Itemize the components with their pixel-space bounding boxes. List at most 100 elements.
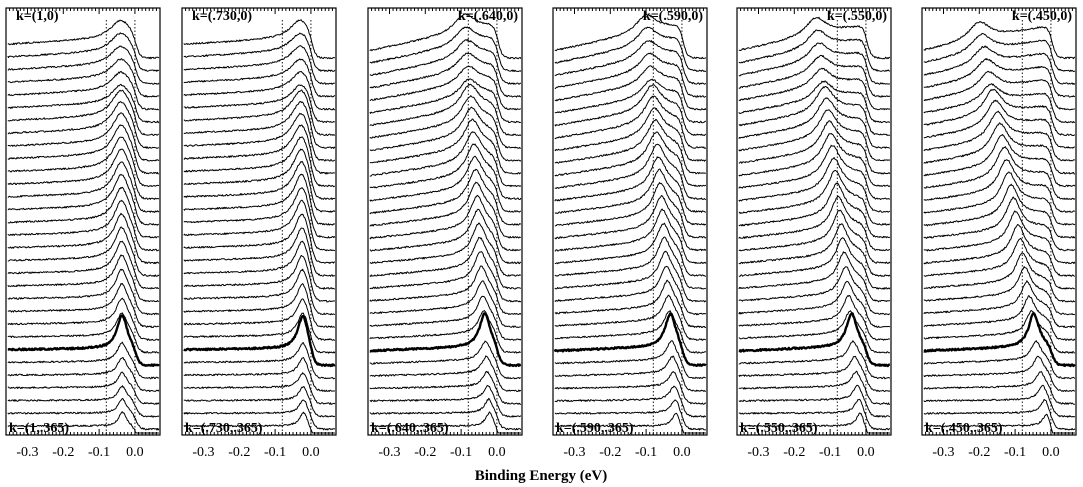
panel-frame [736,7,892,436]
edc-curve [369,397,522,431]
x-tick-label: -0.3 [563,445,585,460]
edc-curve [923,88,1076,137]
edc-curve [7,124,159,175]
x-tick-label: -0.3 [16,445,38,460]
edc-curve [923,266,1075,316]
edc-curve [554,208,707,264]
edc-curve [738,340,891,380]
edc-curve [554,40,707,85]
edc-curve [183,386,335,418]
x-tick-label: 0.0 [673,445,691,460]
edc-curve [738,370,890,405]
edc-curve [183,254,336,303]
edc-curve [369,194,521,252]
panel-frame [367,7,523,436]
edc-curve [923,224,1075,277]
panel-6: k=(.450,0) k=(.450,.365) -0.3 -0.2 -0.1 0.0 [921,7,1077,460]
edc-curve [183,84,336,123]
edc-curve [183,160,336,213]
edc-curve [554,222,706,277]
panel-4: k=(.590,0) k=(.590,.365) -0.3 -0.2 -0.1 0.0 [552,7,708,460]
edc-curve [369,295,522,341]
edc-curve [7,70,160,111]
edc-curve [7,226,160,277]
edc-curve [183,372,336,405]
panel-bottom-label: k=(.730,.365) [185,421,263,436]
edc-curve [923,171,1076,226]
edc-curve [183,199,336,252]
edc-curve [738,398,891,431]
edc-curve [738,310,890,354]
edc-curve [923,21,1076,60]
edc-curve [7,398,160,431]
edc-curve [923,146,1076,200]
x-tick-label: -0.1 [450,445,472,460]
edc-curve [554,156,706,213]
edc-curve [7,45,160,85]
edc-curve [369,168,522,226]
edc-curve [369,312,522,368]
edc-curve [923,110,1075,162]
edc-curve [923,183,1076,239]
edc-curve [183,342,336,380]
edc-curve [738,80,891,124]
edc-curve [183,227,336,277]
edc-curve [183,101,336,149]
panel-frame [5,7,161,436]
panel-frame [552,7,708,436]
edc-curve [369,13,522,60]
edc-curve [369,222,522,277]
edc-curve [7,161,160,213]
edc-curve [554,385,707,418]
panel-bottom-label: k=(.550,.365) [740,421,818,436]
edc-curve [7,357,160,392]
panel-frame [921,7,1077,436]
x-tick-label: 0.0 [488,445,506,460]
edc-curve [738,280,891,328]
edc-curve [738,195,891,252]
edc-curve [183,283,336,328]
edc-curve [7,89,159,136]
edc-curve [738,157,891,213]
edc-curve [923,398,1076,431]
edc-curve [923,252,1076,303]
panel-1: k=(1,0) k=(1,.365) -0.3 -0.2 -0.1 0.0 [5,7,161,460]
edc-curve [554,65,707,111]
edc-curve [7,148,160,200]
edc-curve [738,170,891,226]
x-tick-label: -0.2 [968,445,990,460]
edc-curve [738,312,891,368]
edc-curve [738,355,891,392]
x-tick-label: -0.2 [414,445,436,460]
edc-curve [923,83,1076,124]
edc-curve [738,294,890,341]
edc-curve [554,107,707,162]
panel-frame [181,7,337,436]
edc-curve [183,89,336,136]
edc-curve [183,268,335,316]
edc-curve [369,236,522,290]
edc-curve [369,52,522,98]
edc-curve [738,42,891,85]
x-axis-title: Binding Energy (eV) [475,468,608,484]
edc-curve [923,58,1076,98]
edc-curve [554,340,707,379]
edc-curve [369,155,522,213]
edc-curve [738,132,891,187]
edc-curve [183,58,336,98]
edc-curve [738,16,891,60]
edc-curve [369,251,522,303]
edc-curve [554,143,706,201]
x-tick-label: 0.0 [302,445,320,460]
edc-curve [554,52,707,98]
edc-curve [369,38,522,85]
edc-curve [554,182,707,239]
edc-curve [738,251,891,303]
edc-curve [7,341,160,380]
edc-curve [923,99,1075,149]
edc-curve [369,310,522,354]
edc-curve [738,67,891,111]
x-tick-label: -0.1 [635,445,657,460]
edc-curve [183,148,336,200]
edc-curve [738,144,891,200]
